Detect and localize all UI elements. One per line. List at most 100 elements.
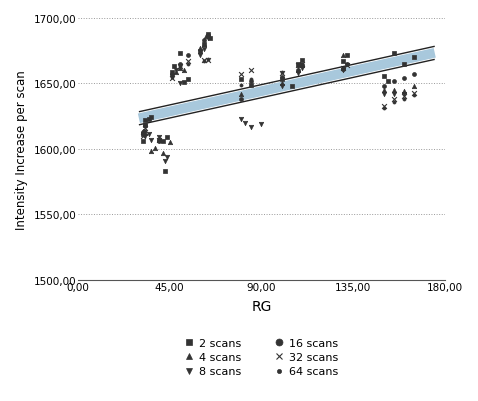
Point <box>278 69 285 76</box>
Point <box>184 61 192 68</box>
Point <box>343 61 351 68</box>
Point <box>411 83 418 90</box>
Point <box>237 91 245 98</box>
Point <box>200 38 208 45</box>
Point <box>176 51 184 57</box>
Point <box>278 77 285 83</box>
Point <box>380 103 388 109</box>
Point <box>294 61 302 68</box>
Point <box>294 63 302 69</box>
Point <box>339 68 347 74</box>
Point <box>176 61 184 68</box>
Point <box>176 64 184 71</box>
Point <box>411 72 418 78</box>
Point <box>288 83 296 90</box>
Point <box>384 78 391 85</box>
Point <box>380 87 388 94</box>
Point <box>139 129 147 136</box>
Point <box>298 63 306 69</box>
Point <box>298 57 306 64</box>
Point <box>343 61 351 68</box>
Point <box>180 68 187 74</box>
Point <box>170 64 177 71</box>
Point <box>339 52 347 59</box>
Point <box>400 91 408 98</box>
Point <box>390 51 398 57</box>
Point <box>294 68 302 74</box>
Point <box>400 76 408 82</box>
Point <box>141 126 149 132</box>
Point <box>390 78 398 85</box>
Point <box>400 89 408 95</box>
Point <box>168 76 175 82</box>
Point <box>147 149 155 155</box>
Y-axis label: Intensity Increase per scan: Intensity Increase per scan <box>15 70 28 229</box>
Point <box>339 59 347 65</box>
Point <box>180 80 187 86</box>
Point <box>202 34 210 41</box>
Point <box>168 75 175 81</box>
Point <box>390 87 398 94</box>
Point <box>139 131 147 137</box>
Point <box>196 49 204 55</box>
Point <box>294 68 302 74</box>
Point <box>390 91 398 98</box>
Point <box>200 57 208 64</box>
Point <box>168 72 175 78</box>
Point <box>237 72 245 78</box>
Point <box>400 94 408 101</box>
X-axis label: RG: RG <box>251 300 272 314</box>
Point <box>139 128 147 134</box>
Point <box>176 81 184 87</box>
Point <box>205 33 212 39</box>
Point <box>278 75 285 81</box>
Point <box>298 61 306 68</box>
Point <box>237 77 245 83</box>
Point <box>298 61 306 68</box>
Point <box>184 59 192 65</box>
Point <box>247 78 255 85</box>
Point <box>176 64 184 71</box>
Point <box>390 97 398 103</box>
Point <box>298 63 306 69</box>
Point <box>411 55 418 61</box>
Point <box>339 67 347 73</box>
Point <box>141 133 149 140</box>
Point <box>145 132 153 138</box>
Point <box>247 68 255 74</box>
Point <box>237 82 245 89</box>
Point <box>141 131 149 137</box>
Point <box>200 42 208 48</box>
Point <box>141 117 149 124</box>
Point <box>380 83 388 90</box>
Point <box>298 65 306 72</box>
Point <box>163 134 171 141</box>
Point <box>380 91 388 98</box>
Point <box>206 35 214 42</box>
Point <box>139 132 147 138</box>
Point <box>343 52 351 59</box>
Point <box>339 65 347 72</box>
Point <box>400 61 408 68</box>
Point <box>400 97 408 103</box>
Point <box>141 123 149 129</box>
Point <box>155 137 163 144</box>
Point <box>343 63 351 69</box>
Point <box>176 65 184 72</box>
Point <box>200 47 208 53</box>
Point <box>139 133 147 140</box>
Point <box>155 134 163 141</box>
Point <box>172 68 179 74</box>
Point <box>168 73 175 79</box>
Point <box>237 116 245 123</box>
Point <box>162 168 169 175</box>
Point <box>390 99 398 106</box>
Point <box>258 122 265 128</box>
Point <box>155 137 163 144</box>
Point <box>205 35 212 42</box>
Point <box>237 97 245 103</box>
Point <box>294 71 302 77</box>
Point <box>160 150 167 156</box>
Point <box>155 138 163 145</box>
Point <box>172 69 179 76</box>
